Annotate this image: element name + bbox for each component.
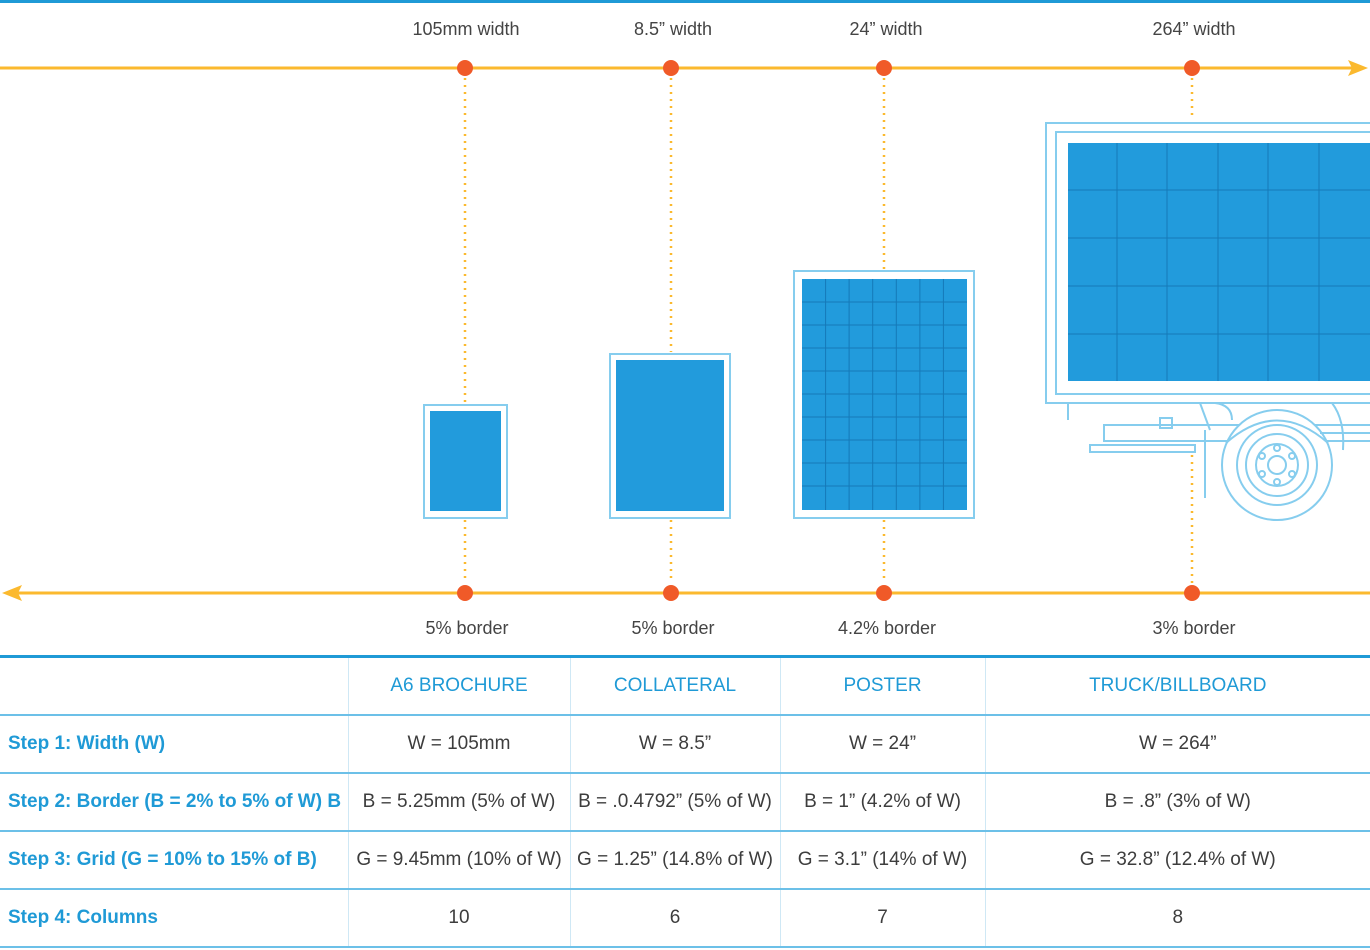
format-diagram: 105mm width 8.5” width 24” width 264” wi…: [0, 19, 1370, 638]
connectors: [463, 78, 1194, 583]
truck-billboard-panel: [1045, 122, 1370, 521]
table-row: Step 2: Border (B = 2% to 5% of W) B B =…: [0, 773, 1370, 831]
cell-width-collateral: W = 8.5”: [569, 715, 780, 773]
poster-panel: [793, 270, 975, 519]
border-label-a6: 5% border: [425, 618, 509, 638]
diagram-svg: [0, 60, 1370, 601]
column-header-truck: TRUCK/BILLBOARD: [984, 656, 1370, 715]
table-header-row: A6 BROCHURE COLLATERAL POSTER TRUCK/BILL…: [0, 656, 1370, 716]
row-label-columns: Step 4: Columns: [8, 907, 158, 928]
width-label-truck: 264” width: [1152, 19, 1236, 39]
border-label-truck: 3% border: [1152, 618, 1236, 638]
width-label-poster: 24” width: [849, 19, 923, 39]
table-corner: [0, 657, 348, 716]
cell-columns-poster: 7: [779, 889, 985, 947]
bottom-arrowhead: [2, 585, 22, 601]
cell-border-poster: B = 1” (4.2% of W): [779, 773, 985, 831]
poster-grid: [802, 279, 967, 510]
cell-grid-poster: G = 3.1” (14% of W): [779, 831, 985, 889]
row-label-grid: Step 3: Grid (G = 10% to 15% of B): [8, 849, 317, 870]
top-arrowhead: [1348, 60, 1368, 76]
table-row: Step 1: Width (W) W = 105mm W = 8.5” W =…: [0, 715, 1370, 773]
cell-grid-a6: G = 9.45mm (10% of W): [347, 831, 570, 889]
cell-grid-collateral: G = 1.25” (14.8% of W): [569, 831, 780, 889]
cell-columns-a6: 10: [347, 889, 570, 947]
cell-border-collateral: B = .0.4792” (5% of W): [569, 773, 780, 831]
border-label-collateral: 5% border: [631, 618, 715, 638]
column-header-collateral: COLLATERAL: [569, 656, 780, 715]
cell-width-a6: W = 105mm: [347, 715, 570, 773]
column-header-a6: A6 BROCHURE: [347, 656, 570, 715]
column-header-poster: POSTER: [779, 656, 985, 715]
top-rule: [0, 0, 1370, 3]
table-row: Step 3: Grid (G = 10% to 15% of B) G = 9…: [0, 831, 1370, 889]
width-label-a6: 105mm width: [412, 19, 520, 39]
border-label-poster: 4.2% border: [837, 618, 937, 638]
collateral-panel: [609, 353, 731, 519]
cell-width-poster: W = 24”: [779, 715, 985, 773]
table-row: Step 4: Columns 10 6 7 8: [0, 889, 1370, 947]
row-label-width: Step 1: Width (W): [8, 733, 166, 754]
grid-steps-table: A6 BROCHURE COLLATERAL POSTER TRUCK/BILL…: [0, 655, 1370, 948]
dots: [457, 60, 1200, 601]
cell-width-truck: W = 264”: [984, 715, 1370, 773]
cell-columns-truck: 8: [984, 889, 1370, 947]
cell-border-truck: B = .8” (3% of W): [984, 773, 1370, 831]
cell-grid-truck: G = 32.8” (12.4% of W): [984, 831, 1370, 889]
width-label-collateral: 8.5” width: [633, 19, 713, 39]
cell-columns-collateral: 6: [569, 889, 780, 947]
cell-border-a6: B = 5.25mm (5% of W): [347, 773, 570, 831]
row-label-border: Step 2: Border (B = 2% to 5% of W) B: [8, 791, 342, 812]
a6-brochure-panel: [423, 404, 508, 519]
